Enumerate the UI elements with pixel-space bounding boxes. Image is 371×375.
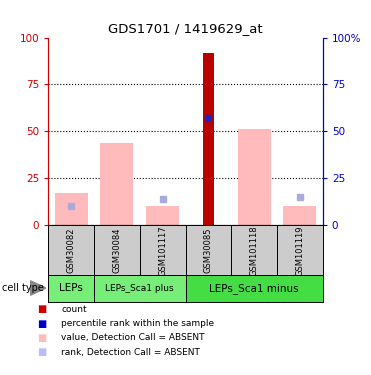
Text: LEPs: LEPs (59, 284, 83, 293)
Text: value, Detection Call = ABSENT: value, Detection Call = ABSENT (61, 333, 205, 342)
Text: GSM101119: GSM101119 (295, 225, 304, 276)
Text: ■: ■ (37, 333, 46, 343)
Text: GSM101118: GSM101118 (250, 225, 259, 276)
Text: GSM30082: GSM30082 (67, 228, 76, 273)
Bar (146, 206, 179, 225)
Bar (283, 206, 316, 225)
Bar (55, 193, 88, 225)
Bar (48, 275, 94, 302)
Text: count: count (61, 305, 87, 314)
Text: ■: ■ (37, 319, 46, 328)
Text: GSM101117: GSM101117 (158, 225, 167, 276)
Text: LEPs_Sca1 plus: LEPs_Sca1 plus (105, 284, 174, 293)
Title: GDS1701 / 1419629_at: GDS1701 / 1419629_at (108, 22, 263, 35)
Bar (186, 275, 323, 302)
Text: percentile rank within the sample: percentile rank within the sample (61, 319, 214, 328)
Text: ■: ■ (37, 347, 46, 357)
Bar (238, 129, 270, 225)
Text: rank, Detection Call = ABSENT: rank, Detection Call = ABSENT (61, 348, 200, 357)
Text: GSM30084: GSM30084 (112, 228, 121, 273)
Bar (94, 275, 186, 302)
Polygon shape (30, 281, 46, 295)
Text: ■: ■ (37, 304, 46, 314)
Bar (203, 53, 214, 225)
Text: cell type: cell type (2, 283, 44, 293)
Text: LEPs_Sca1 minus: LEPs_Sca1 minus (209, 283, 299, 294)
Text: GSM30085: GSM30085 (204, 228, 213, 273)
Bar (101, 142, 133, 225)
